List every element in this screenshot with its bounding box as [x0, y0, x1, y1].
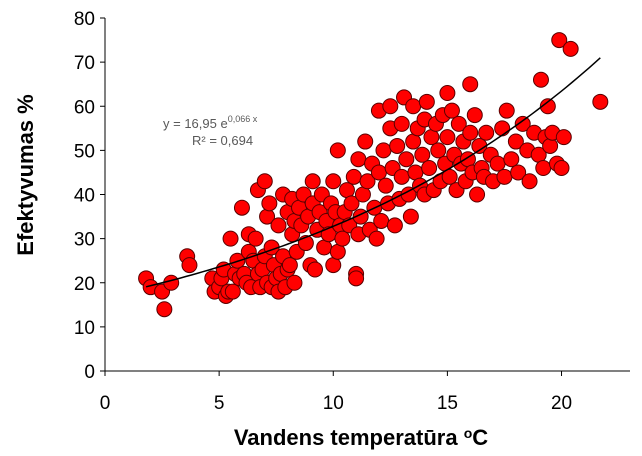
data-point: [256, 173, 273, 190]
data-point: [386, 217, 403, 234]
data-point: [338, 182, 355, 199]
data-point: [496, 168, 513, 185]
x-tick-label: 10: [323, 393, 344, 414]
data-point: [286, 274, 303, 291]
data-point: [439, 85, 456, 102]
data-point: [441, 168, 458, 185]
data-point: [316, 239, 333, 256]
data-point: [489, 155, 506, 172]
data-point: [343, 195, 360, 212]
data-point: [389, 137, 406, 154]
data-point: [405, 98, 422, 115]
data-point: [450, 115, 467, 132]
data-point: [270, 217, 287, 234]
y-tick-label: 30: [74, 230, 95, 251]
x-tick-label: 5: [214, 393, 225, 414]
data-point: [439, 129, 456, 146]
data-point: [514, 115, 531, 132]
data-point: [329, 243, 346, 260]
y-tick-label: 0: [84, 362, 95, 383]
data-points: [138, 32, 609, 318]
y-tick-label: 20: [74, 274, 95, 295]
trendline-equation: y = 16,95 e0,066 x: [163, 114, 258, 131]
data-point: [494, 120, 511, 137]
y-tick-label: 40: [74, 186, 95, 207]
y-axis-ticks: 0 10 20 30 40 50 60 70 80: [74, 9, 105, 383]
data-point: [478, 124, 495, 141]
data-point: [181, 257, 198, 274]
trendline: [145, 57, 601, 288]
r-squared-label: R² = 0,694: [192, 133, 253, 148]
data-point: [398, 151, 415, 168]
data-point: [281, 257, 298, 274]
data-point: [592, 93, 609, 110]
data-point: [507, 133, 524, 150]
data-point: [553, 160, 570, 177]
data-point: [304, 173, 321, 190]
data-point: [542, 137, 559, 154]
data-point: [261, 195, 278, 212]
data-point: [462, 124, 479, 141]
data-point: [375, 142, 392, 159]
data-point: [247, 230, 264, 247]
y-tick-label: 10: [74, 318, 95, 339]
data-point: [418, 93, 435, 110]
data-point: [466, 107, 483, 124]
data-point: [503, 151, 520, 168]
x-tick-label: 20: [551, 393, 572, 414]
data-point: [539, 98, 556, 115]
data-point: [370, 164, 387, 181]
data-point: [350, 151, 367, 168]
data-point: [443, 102, 460, 119]
data-point: [345, 168, 362, 185]
data-point: [393, 115, 410, 132]
y-tick-label: 80: [74, 9, 95, 30]
data-point: [163, 274, 180, 291]
data-point: [535, 160, 552, 177]
data-point: [325, 257, 342, 274]
data-point: [551, 32, 568, 49]
x-axis-title: Vandens temperatūra oC: [234, 425, 488, 450]
data-point: [224, 283, 241, 300]
y-axis-title: Efektyvumas %: [13, 94, 38, 255]
data-point: [354, 186, 371, 203]
x-tick-label: 0: [100, 393, 111, 414]
data-point: [405, 133, 422, 150]
data-point: [407, 164, 424, 181]
data-point: [510, 164, 527, 181]
y-tick-label: 70: [74, 53, 95, 74]
data-point: [368, 230, 385, 247]
data-point: [334, 230, 351, 247]
data-point: [562, 40, 579, 57]
data-point: [469, 186, 486, 203]
data-point: [430, 142, 447, 159]
y-tick-label: 50: [74, 141, 95, 162]
data-point: [377, 177, 394, 194]
data-point: [393, 168, 410, 185]
y-tick-label: 60: [74, 97, 95, 118]
x-tick-label: 15: [437, 393, 458, 414]
data-point: [462, 76, 479, 93]
data-point: [156, 301, 173, 318]
data-point: [329, 142, 346, 159]
data-point: [357, 133, 374, 150]
data-point: [402, 208, 419, 225]
data-point: [348, 270, 365, 287]
data-point: [423, 129, 440, 146]
data-point: [325, 173, 342, 190]
data-point: [233, 199, 250, 216]
data-point: [414, 146, 431, 163]
data-point: [382, 98, 399, 115]
data-point: [373, 212, 390, 229]
data-point: [521, 173, 538, 190]
data-point: [307, 261, 323, 278]
data-point: [498, 102, 515, 119]
data-point: [359, 173, 376, 190]
data-point: [222, 230, 239, 247]
x-axis-ticks: 0 5 10 15 20: [100, 371, 572, 414]
data-point: [555, 129, 572, 146]
data-point: [532, 71, 549, 88]
data-point: [421, 160, 438, 177]
